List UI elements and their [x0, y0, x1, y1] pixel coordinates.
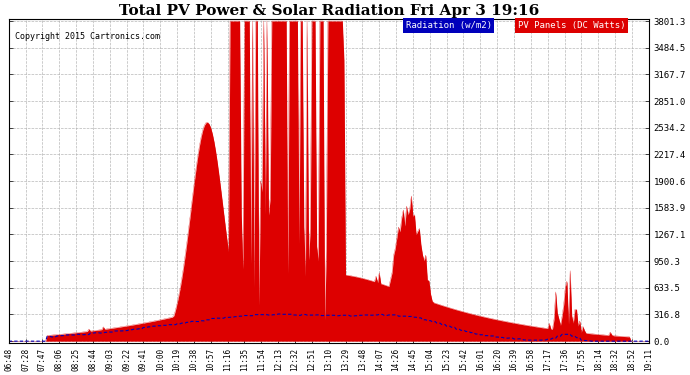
Title: Total PV Power & Solar Radiation Fri Apr 3 19:16: Total PV Power & Solar Radiation Fri Apr… [119, 4, 539, 18]
Text: PV Panels (DC Watts): PV Panels (DC Watts) [518, 21, 625, 30]
Text: Copyright 2015 Cartronics.com: Copyright 2015 Cartronics.com [15, 32, 160, 41]
Text: Radiation (w/m2): Radiation (w/m2) [406, 21, 491, 30]
